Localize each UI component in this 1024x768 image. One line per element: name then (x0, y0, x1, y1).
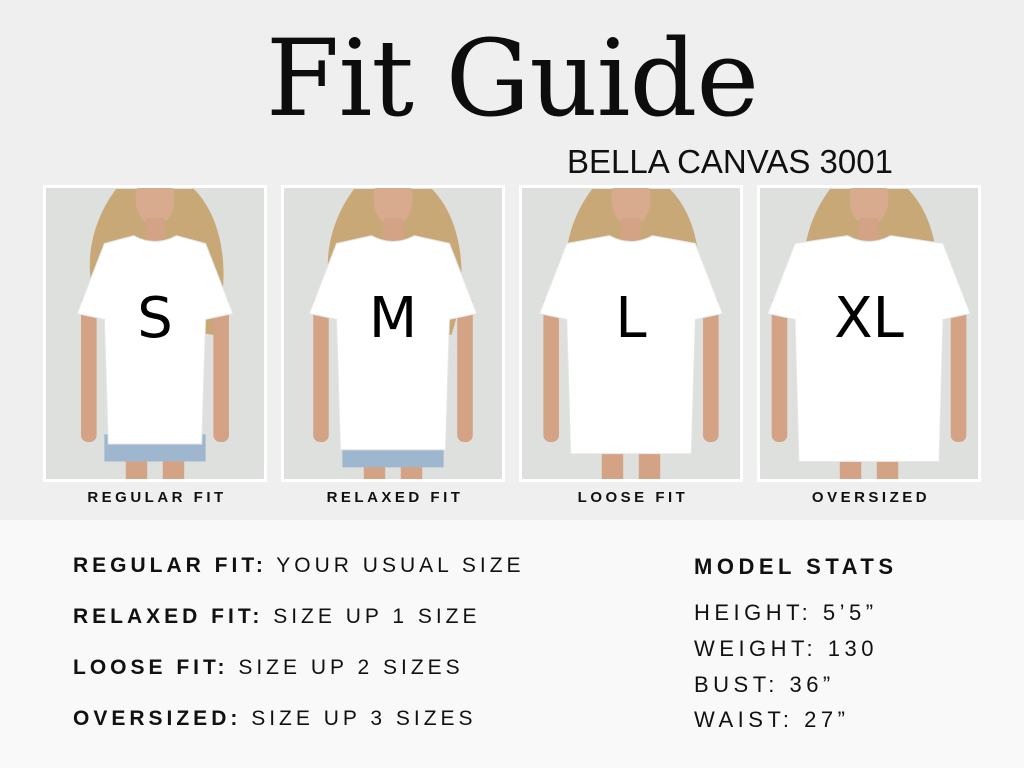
fit-note: OVERSIZED: SIZE UP 3 SIZES (73, 706, 477, 732)
model-stat: HEIGHT: 5’5” (694, 600, 878, 625)
fit-term: REGULAR FIT: (73, 554, 267, 577)
arm (703, 296, 719, 443)
arm (771, 296, 788, 443)
fit-label: REGULAR FIT (87, 489, 227, 506)
fit-label: LOOSE FIT (577, 489, 689, 506)
arm (950, 296, 967, 443)
model-stat: WAIST: 27” (694, 707, 850, 732)
model-illustration (76, 188, 234, 479)
fit-note: LOOSE FIT: SIZE UP 2 SIZES (73, 655, 464, 681)
model-stats-title: MODEL STATS (694, 554, 898, 579)
fit-label: RELAXED FIT (326, 489, 464, 506)
fit-term: LOOSE FIT: (73, 656, 229, 679)
fit-term: RELAXED FIT: (73, 605, 264, 628)
tshirt (308, 235, 478, 451)
model-stat: BUST: 36” (694, 672, 835, 697)
model-illustration (308, 188, 478, 479)
arm (81, 296, 97, 443)
page-title: Fit Guide (265, 17, 759, 140)
model-stat: WEIGHT: 130 (694, 636, 878, 661)
tshirt (767, 235, 971, 462)
model-photo-l: L (519, 185, 743, 482)
tshirt (76, 235, 234, 445)
fit-desc: SIZE UP 1 SIZE (273, 605, 481, 628)
model-illustration (767, 188, 971, 479)
fit-note: REGULAR FIT: YOUR USUAL SIZE (73, 553, 525, 579)
arm (543, 296, 559, 443)
fit-desc: SIZE UP 2 SIZES (238, 656, 464, 679)
fit-term: OVERSIZED: (73, 707, 242, 730)
info-panel (0, 520, 1024, 768)
face (611, 188, 651, 226)
size-letter: S (137, 286, 173, 351)
face (849, 188, 889, 226)
tshirt (538, 235, 724, 455)
size-letter: XL (834, 286, 904, 351)
size-letter: L (615, 286, 647, 351)
fit-label: OVERSIZED (811, 489, 931, 506)
model-illustration (538, 188, 724, 479)
size-letter: M (368, 286, 418, 351)
model-photo-s: S (43, 185, 267, 482)
model-photo-m: M (281, 185, 505, 482)
model-photo-xl: XL (757, 185, 981, 482)
fit-desc: SIZE UP 3 SIZES (251, 707, 477, 730)
product-subtitle: BELLA CANVAS 3001 (567, 143, 893, 180)
fit-desc: YOUR USUAL SIZE (276, 554, 525, 577)
fit-note: RELAXED FIT: SIZE UP 1 SIZE (73, 604, 481, 630)
face (135, 188, 175, 226)
face (373, 188, 413, 226)
arm (213, 296, 229, 443)
arm (313, 296, 329, 443)
arm (457, 296, 473, 443)
